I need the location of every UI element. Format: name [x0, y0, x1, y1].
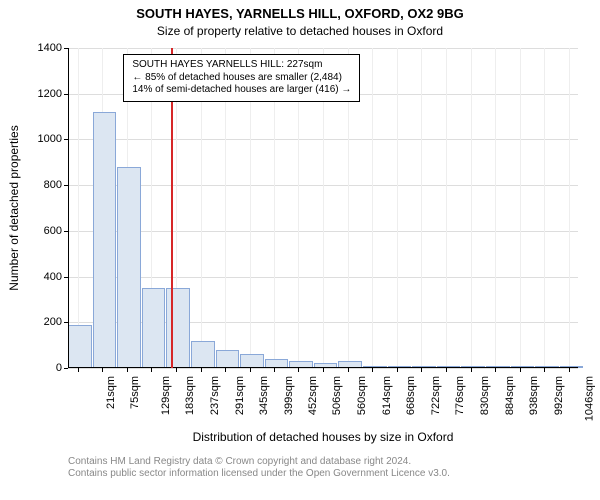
x-tick-mark [176, 368, 177, 372]
x-tick-label: 75sqm [129, 376, 141, 409]
footer-line1: Contains HM Land Registry data © Crown c… [68, 456, 450, 468]
x-tick-mark [372, 368, 373, 372]
x-tick-mark [544, 368, 545, 372]
footer-attribution: Contains HM Land Registry data © Crown c… [68, 456, 450, 480]
gridline-v [495, 48, 496, 368]
footer-line2: Contains public sector information licen… [68, 468, 450, 480]
chart-subtitle: Size of property relative to detached ho… [0, 24, 600, 38]
plot-area: 020040060080010001200140021sqm75sqm129sq… [68, 48, 578, 368]
x-tick-mark [323, 368, 324, 372]
gridline-v [421, 48, 422, 368]
histogram-bar [93, 112, 117, 368]
chart-title: SOUTH HAYES, YARNELLS HILL, OXFORD, OX2 … [0, 6, 600, 21]
x-tick-label: 129sqm [160, 376, 172, 415]
annotation-box: SOUTH HAYES YARNELLS HILL: 227sqm← 85% o… [123, 54, 360, 102]
x-tick-label: 21sqm [105, 376, 117, 409]
annotation-line: 14% of semi-detached houses are larger (… [132, 84, 351, 97]
x-tick-label: 992sqm [553, 376, 565, 415]
x-tick-label: 399sqm [283, 376, 295, 415]
x-tick-label: 668sqm [405, 376, 417, 415]
x-tick-mark [250, 368, 251, 372]
gridline-v [520, 48, 521, 368]
gridline-v [372, 48, 373, 368]
x-tick-mark [569, 368, 570, 372]
x-tick-mark [201, 368, 202, 372]
x-tick-mark [421, 368, 422, 372]
histogram-bar [68, 325, 92, 368]
x-tick-mark [495, 368, 496, 372]
x-tick-label: 237sqm [209, 376, 221, 415]
x-tick-label: 830sqm [479, 376, 491, 415]
histogram-bar [117, 167, 141, 368]
annotation-line: ← 85% of detached houses are smaller (2,… [132, 72, 351, 85]
x-tick-label: 183sqm [184, 376, 196, 415]
gridline-v [78, 48, 79, 368]
x-axis-line [68, 367, 578, 368]
gridline-v [569, 48, 570, 368]
x-tick-mark [397, 368, 398, 372]
x-tick-mark [78, 368, 79, 372]
x-tick-mark [471, 368, 472, 372]
x-tick-mark [127, 368, 128, 372]
x-tick-mark [520, 368, 521, 372]
histogram-bar [216, 350, 240, 368]
histogram-bar [166, 288, 190, 368]
x-tick-label: 938sqm [528, 376, 540, 415]
x-tick-label: 345sqm [258, 376, 270, 415]
x-tick-label: 506sqm [332, 376, 344, 415]
x-tick-mark [274, 368, 275, 372]
histogram-bar [142, 288, 166, 368]
y-axis-line [68, 48, 69, 368]
x-tick-mark [446, 368, 447, 372]
y-tick-mark [64, 368, 68, 369]
x-tick-mark [298, 368, 299, 372]
x-tick-mark [102, 368, 103, 372]
x-tick-label: 722sqm [430, 376, 442, 415]
gridline-v [471, 48, 472, 368]
property-size-chart: SOUTH HAYES, YARNELLS HILL, OXFORD, OX2 … [0, 0, 600, 500]
x-tick-mark [225, 368, 226, 372]
x-tick-label: 884sqm [504, 376, 516, 415]
x-tick-label: 560sqm [356, 376, 368, 415]
annotation-line: SOUTH HAYES YARNELLS HILL: 227sqm [132, 59, 351, 72]
x-axis-label: Distribution of detached houses by size … [68, 430, 578, 444]
x-tick-label: 614sqm [381, 376, 393, 415]
x-tick-label: 776sqm [454, 376, 466, 415]
histogram-bar [240, 354, 264, 368]
gridline-v [544, 48, 545, 368]
x-tick-label: 452sqm [307, 376, 319, 415]
histogram-bar [191, 341, 215, 368]
x-tick-label: 291sqm [234, 376, 246, 415]
gridline-v [397, 48, 398, 368]
y-axis-label: Number of detached properties [7, 125, 21, 290]
x-tick-mark [151, 368, 152, 372]
gridline-v [446, 48, 447, 368]
x-tick-mark [348, 368, 349, 372]
x-tick-label: 1046sqm [584, 376, 596, 421]
